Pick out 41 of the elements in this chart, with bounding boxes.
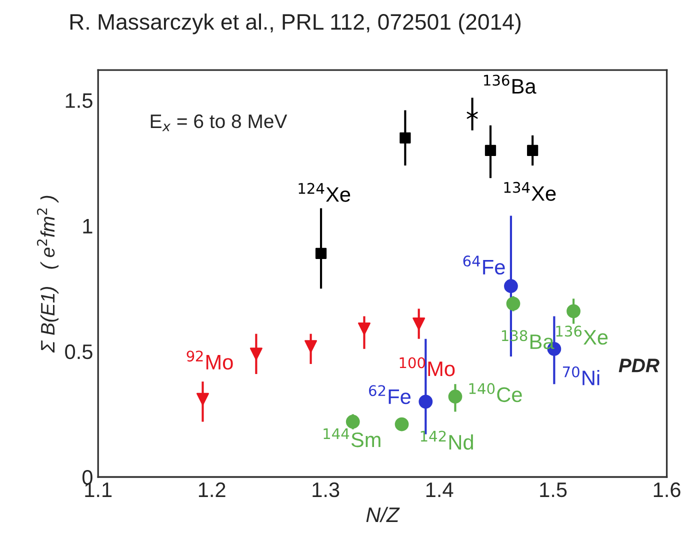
chart-title: R. Massarczyk et al., PRL 112, 072501 (2014) [70, 13, 521, 34]
annotation: $^{92}$Mo [186, 350, 233, 370]
annotation: $^{70}$Ni [563, 366, 600, 386]
annotation: $^{140}$Ce [469, 383, 522, 402]
annotation: E$_{x}$ = 6 to 8 MeV [150, 114, 288, 132]
y-tick-label: 1 [83, 219, 92, 234]
point [448, 390, 462, 404]
point [304, 340, 318, 353]
point [412, 318, 426, 330]
point [566, 304, 580, 318]
point [346, 414, 360, 429]
point [484, 144, 496, 156]
annotation: $^{64}$Fe [463, 256, 505, 275]
y-tick-label: 1.5 [66, 93, 92, 108]
point [394, 417, 409, 432]
point [250, 348, 262, 360]
annotation: $^{134}$Xe [504, 182, 556, 201]
point [196, 392, 209, 406]
x-tick-label: 1.3 [312, 482, 340, 498]
point [315, 248, 327, 259]
annotation: PDR [618, 358, 660, 372]
annotation: $^{62}$Fe [369, 385, 411, 404]
y-axis-title: Σ B(E1) ( e$^{2}$fm$^{2}$ ) [36, 196, 59, 353]
point [506, 296, 520, 311]
annotation: $^{124}$Xe [298, 182, 350, 202]
y-tick-label: 0.5 [65, 344, 92, 360]
x-tick-label: 1.1 [85, 482, 112, 497]
x-tick-label: 1.4 [426, 482, 454, 497]
x-axis-title: N/Z [366, 506, 400, 522]
annotation: $^{136}$Xe [556, 326, 608, 345]
point [527, 144, 538, 156]
point [504, 279, 518, 294]
x-tick-label: 1.5 [540, 482, 567, 498]
annotation: $^{142}$Nd [420, 430, 473, 450]
annotation: $^{144}$Sm [324, 428, 380, 448]
x-tick-label: 1.2 [198, 482, 226, 497]
point [358, 322, 370, 336]
point [400, 132, 411, 144]
x-tick-label: 1.6 [654, 482, 680, 498]
point [418, 394, 433, 409]
annotation: $^{136}$Ba [484, 74, 536, 94]
